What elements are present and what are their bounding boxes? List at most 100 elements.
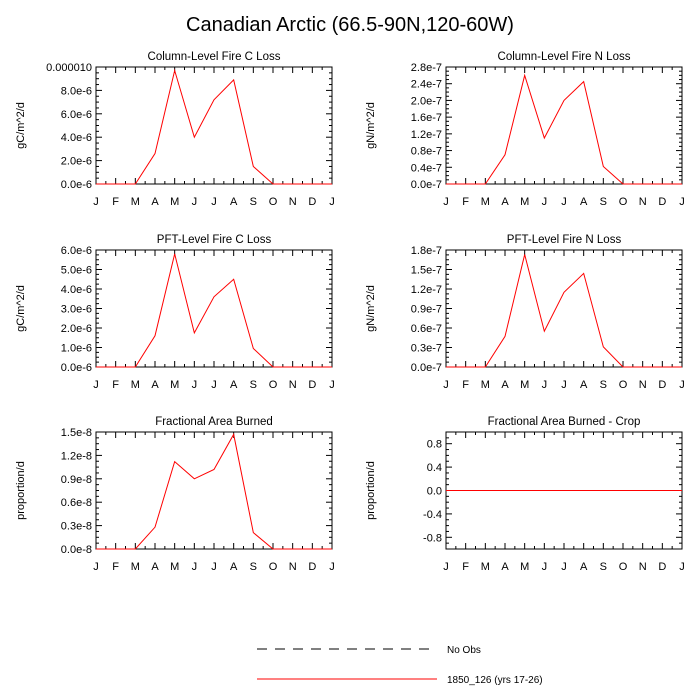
x-tick-label: M bbox=[520, 561, 529, 573]
y-tick-label: 2.0e-6 bbox=[61, 323, 92, 335]
x-tick-label: J bbox=[679, 196, 685, 208]
y-tick-label: 0.0 bbox=[427, 486, 442, 498]
x-tick-label: N bbox=[639, 379, 647, 391]
y-axis-label: gC/m^2/d bbox=[15, 102, 27, 149]
x-tick-label: J bbox=[443, 561, 449, 573]
chart-title: Column-Level Fire N Loss bbox=[498, 51, 631, 63]
y-tick-label: -0.8 bbox=[423, 532, 442, 544]
x-tick-label: M bbox=[131, 196, 140, 208]
x-tick-label: A bbox=[580, 379, 588, 391]
y-tick-label: 1.5e-8 bbox=[61, 427, 92, 439]
x-tick-label: A bbox=[151, 196, 159, 208]
y-tick-label: 1.8e-7 bbox=[411, 245, 442, 257]
x-tick-label: A bbox=[151, 561, 159, 573]
x-tick-label: F bbox=[462, 196, 469, 208]
x-tick-label: J bbox=[561, 196, 567, 208]
plot-frame bbox=[445, 66, 683, 185]
x-tick-label: A bbox=[151, 379, 159, 391]
x-tick-label: J bbox=[192, 379, 198, 391]
x-tick-label: J bbox=[211, 561, 217, 573]
plot-frame bbox=[95, 249, 333, 368]
y-tick-label: 0.000010 bbox=[46, 62, 92, 74]
x-tick-label: J bbox=[542, 379, 548, 391]
x-tick-label: O bbox=[269, 561, 278, 573]
x-tick-label: J bbox=[443, 196, 449, 208]
x-tick-label: D bbox=[658, 196, 666, 208]
x-tick-label: F bbox=[462, 379, 469, 391]
x-tick-label: A bbox=[230, 561, 238, 573]
x-tick-label: M bbox=[520, 379, 529, 391]
x-tick-label: J bbox=[329, 196, 335, 208]
y-tick-label: 0.4e-7 bbox=[411, 162, 442, 174]
y-tick-label: 2.0e-6 bbox=[61, 156, 92, 168]
x-tick-label: J bbox=[211, 379, 217, 391]
y-tick-label: 0.8e-7 bbox=[411, 146, 442, 158]
x-tick-label: S bbox=[600, 561, 607, 573]
y-tick-label: 6.0e-6 bbox=[61, 109, 92, 121]
page-title: Canadian Arctic (66.5-90N,120-60W) bbox=[186, 14, 514, 36]
plot-frame bbox=[445, 249, 683, 368]
x-tick-label: F bbox=[112, 379, 119, 391]
chart-panel-6: Fractional Area Burned - Crop proportion/… bbox=[365, 416, 685, 573]
x-tick-label: J bbox=[679, 379, 685, 391]
x-tick-label: F bbox=[112, 561, 119, 573]
x-tick-label: F bbox=[112, 196, 119, 208]
y-tick-label: 2.4e-7 bbox=[411, 79, 442, 91]
x-tick-label: F bbox=[462, 561, 469, 573]
x-tick-label: M bbox=[481, 379, 490, 391]
y-tick-label: 8.0e-6 bbox=[61, 85, 92, 97]
y-tick-label: 1.2e-7 bbox=[411, 129, 442, 141]
x-tick-label: J bbox=[542, 561, 548, 573]
x-tick-label: S bbox=[250, 379, 257, 391]
x-tick-label: J bbox=[93, 196, 99, 208]
y-tick-label: 0.6e-8 bbox=[61, 497, 92, 509]
x-tick-label: M bbox=[170, 561, 179, 573]
y-tick-label: 0.0e-8 bbox=[61, 544, 92, 556]
x-tick-label: O bbox=[619, 379, 628, 391]
series-line bbox=[96, 253, 332, 368]
x-tick-label: J bbox=[93, 561, 99, 573]
plot-frame bbox=[95, 66, 333, 185]
x-tick-label: A bbox=[580, 196, 588, 208]
x-tick-label: J bbox=[93, 379, 99, 391]
x-tick-label: N bbox=[289, 561, 297, 573]
y-tick-label: 0.6e-7 bbox=[411, 323, 442, 335]
x-tick-label: M bbox=[481, 196, 490, 208]
x-tick-label: J bbox=[329, 561, 335, 573]
series-line bbox=[96, 68, 332, 185]
y-tick-label: 6.0e-6 bbox=[61, 245, 92, 257]
y-tick-label: -0.4 bbox=[423, 509, 442, 521]
y-tick-label: 1.2e-8 bbox=[61, 450, 92, 462]
x-tick-label: O bbox=[619, 561, 628, 573]
y-tick-label: 0.0e-6 bbox=[61, 362, 92, 374]
x-tick-label: M bbox=[131, 379, 140, 391]
x-tick-label: M bbox=[131, 561, 140, 573]
x-tick-label: D bbox=[658, 379, 666, 391]
x-tick-label: A bbox=[230, 196, 238, 208]
x-tick-label: J bbox=[561, 561, 567, 573]
x-tick-label: O bbox=[619, 196, 628, 208]
x-tick-label: N bbox=[639, 196, 647, 208]
y-tick-label: 0.9e-8 bbox=[61, 474, 92, 486]
y-axis-label: gC/m^2/d bbox=[15, 285, 27, 332]
y-axis-label: gN/m^2/d bbox=[365, 285, 377, 332]
x-tick-label: S bbox=[600, 196, 607, 208]
y-tick-label: 0.4 bbox=[427, 462, 442, 474]
y-tick-label: 0.9e-7 bbox=[411, 304, 442, 316]
x-tick-label: M bbox=[170, 379, 179, 391]
x-tick-label: S bbox=[600, 379, 607, 391]
x-tick-label: D bbox=[308, 196, 316, 208]
chart-title: Column-Level Fire C Loss bbox=[148, 51, 281, 63]
y-tick-label: 0.0e-7 bbox=[411, 362, 442, 374]
x-tick-label: S bbox=[250, 561, 257, 573]
x-tick-label: J bbox=[329, 379, 335, 391]
x-tick-label: J bbox=[561, 379, 567, 391]
y-tick-label: 0.0e-6 bbox=[61, 179, 92, 191]
y-tick-label: 0.3e-7 bbox=[411, 343, 442, 355]
x-tick-label: N bbox=[639, 561, 647, 573]
x-tick-label: D bbox=[308, 379, 316, 391]
x-tick-label: N bbox=[289, 196, 297, 208]
series-line bbox=[446, 254, 682, 368]
